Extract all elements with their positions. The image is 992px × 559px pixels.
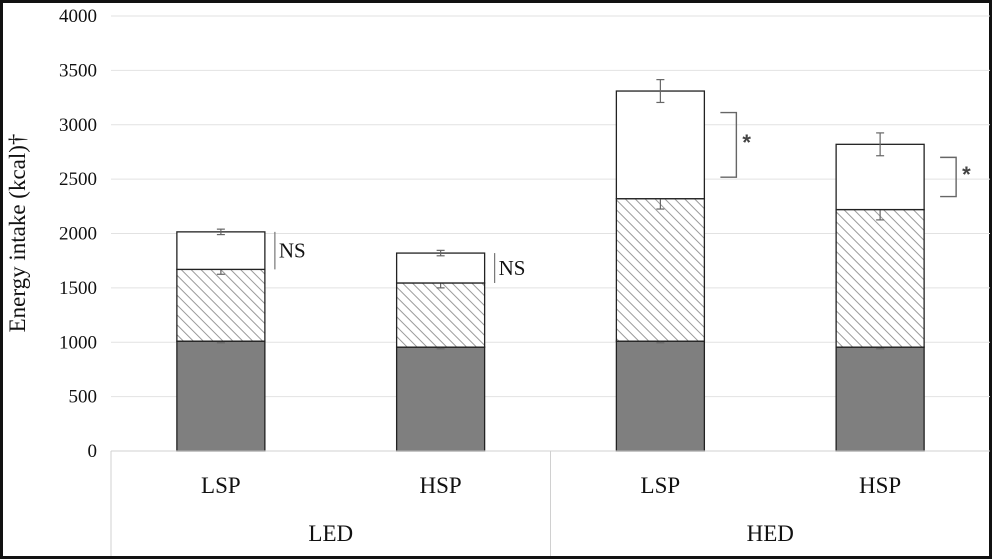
y-axis: 0 500 1000 1500 2000 2500 3000 3500 4000 — [59, 6, 97, 462]
y-tick-label: 2500 — [59, 169, 97, 190]
bar-segment — [835, 208, 925, 348]
significance-bracket — [720, 111, 738, 178]
y-tick-label: 3500 — [59, 60, 97, 81]
significance-label: * — [962, 162, 971, 187]
significance-label: * — [742, 130, 751, 155]
bar-segment — [395, 346, 486, 452]
y-tick-label: 1000 — [59, 332, 97, 353]
bar-segment — [615, 340, 706, 452]
bar-segment — [395, 282, 486, 348]
significance-label: NS — [499, 256, 526, 280]
y-tick-label: 500 — [69, 387, 98, 408]
significance-bracket — [940, 156, 957, 198]
bar-segment — [176, 231, 266, 271]
y-tick-label: 0 — [88, 441, 98, 462]
bar-segment — [835, 346, 925, 452]
bar-segment — [395, 252, 486, 284]
y-tick-label: 1500 — [59, 278, 97, 299]
group-label: LED — [308, 521, 353, 546]
y-tick-label: 2000 — [59, 224, 97, 245]
bar-segment — [176, 268, 266, 342]
y-tick-label: 3000 — [59, 115, 97, 136]
x-tick-label: LSP — [201, 473, 241, 498]
bars — [176, 79, 925, 452]
y-axis-label: Energy intake (kcal)† — [5, 134, 30, 333]
x-tick-label: HSP — [420, 473, 462, 498]
bar-segment — [615, 198, 706, 342]
y-tick-label: 4000 — [59, 6, 97, 27]
x-tick-label: HSP — [859, 473, 901, 498]
annotations: NS NS * * — [274, 111, 971, 283]
significance-label: NS — [279, 239, 306, 263]
x-axis: LSP HSP LSP HSP LED HED — [110, 450, 990, 556]
bar-segment — [176, 340, 266, 452]
bar-segment — [615, 90, 706, 200]
x-tick-label: LSP — [641, 473, 681, 498]
group-label: HED — [747, 521, 794, 546]
